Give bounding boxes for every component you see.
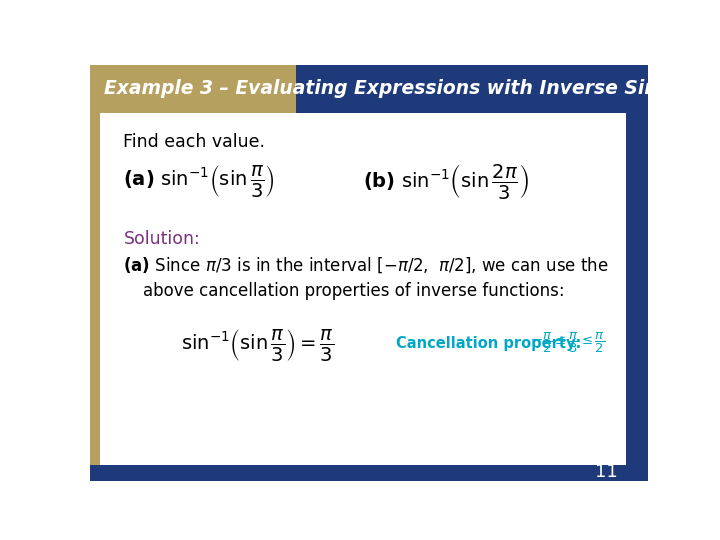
Text: $\mathbf{(a)}$ Since $\pi$/3 is in the interval [$-\pi$/2,  $\pi$/2], we can use: $\mathbf{(a)}$ Since $\pi$/3 is in the i… — [124, 255, 609, 275]
Bar — [90, 465, 626, 481]
Text: $-\dfrac{\pi}{2} \leq \dfrac{\pi}{3} \leq \dfrac{\pi}{2}$: $-\dfrac{\pi}{2} \leq \dfrac{\pi}{3} \le… — [531, 332, 605, 355]
Text: $\sin^{-1}\!\left(\sin\dfrac{\pi}{3}\right) = \dfrac{\pi}{3}$: $\sin^{-1}\!\left(\sin\dfrac{\pi}{3}\rig… — [181, 327, 334, 363]
Text: 11: 11 — [595, 463, 617, 481]
Bar — [297, 65, 648, 113]
Text: $\mathbf{(a)}\ \sin^{-1}\!\left(\sin\dfrac{\pi}{3}\right)$: $\mathbf{(a)}\ \sin^{-1}\!\left(\sin\dfr… — [124, 163, 275, 199]
Text: Find each value.: Find each value. — [124, 133, 266, 151]
Bar — [100, 113, 626, 465]
Text: Solution:: Solution: — [124, 231, 200, 248]
Text: above cancellation properties of inverse functions:: above cancellation properties of inverse… — [143, 282, 564, 300]
Bar — [90, 113, 100, 481]
Bar — [90, 65, 297, 113]
Text: Cancellation property:: Cancellation property: — [396, 336, 581, 351]
Text: Example 3 – Evaluating Expressions with Inverse Sine: Example 3 – Evaluating Expressions with … — [104, 79, 670, 98]
Bar — [626, 113, 648, 481]
Text: $\mathbf{(b)}\ \sin^{-1}\!\left(\sin\dfrac{2\pi}{3}\right)$: $\mathbf{(b)}\ \sin^{-1}\!\left(\sin\dfr… — [364, 161, 530, 201]
